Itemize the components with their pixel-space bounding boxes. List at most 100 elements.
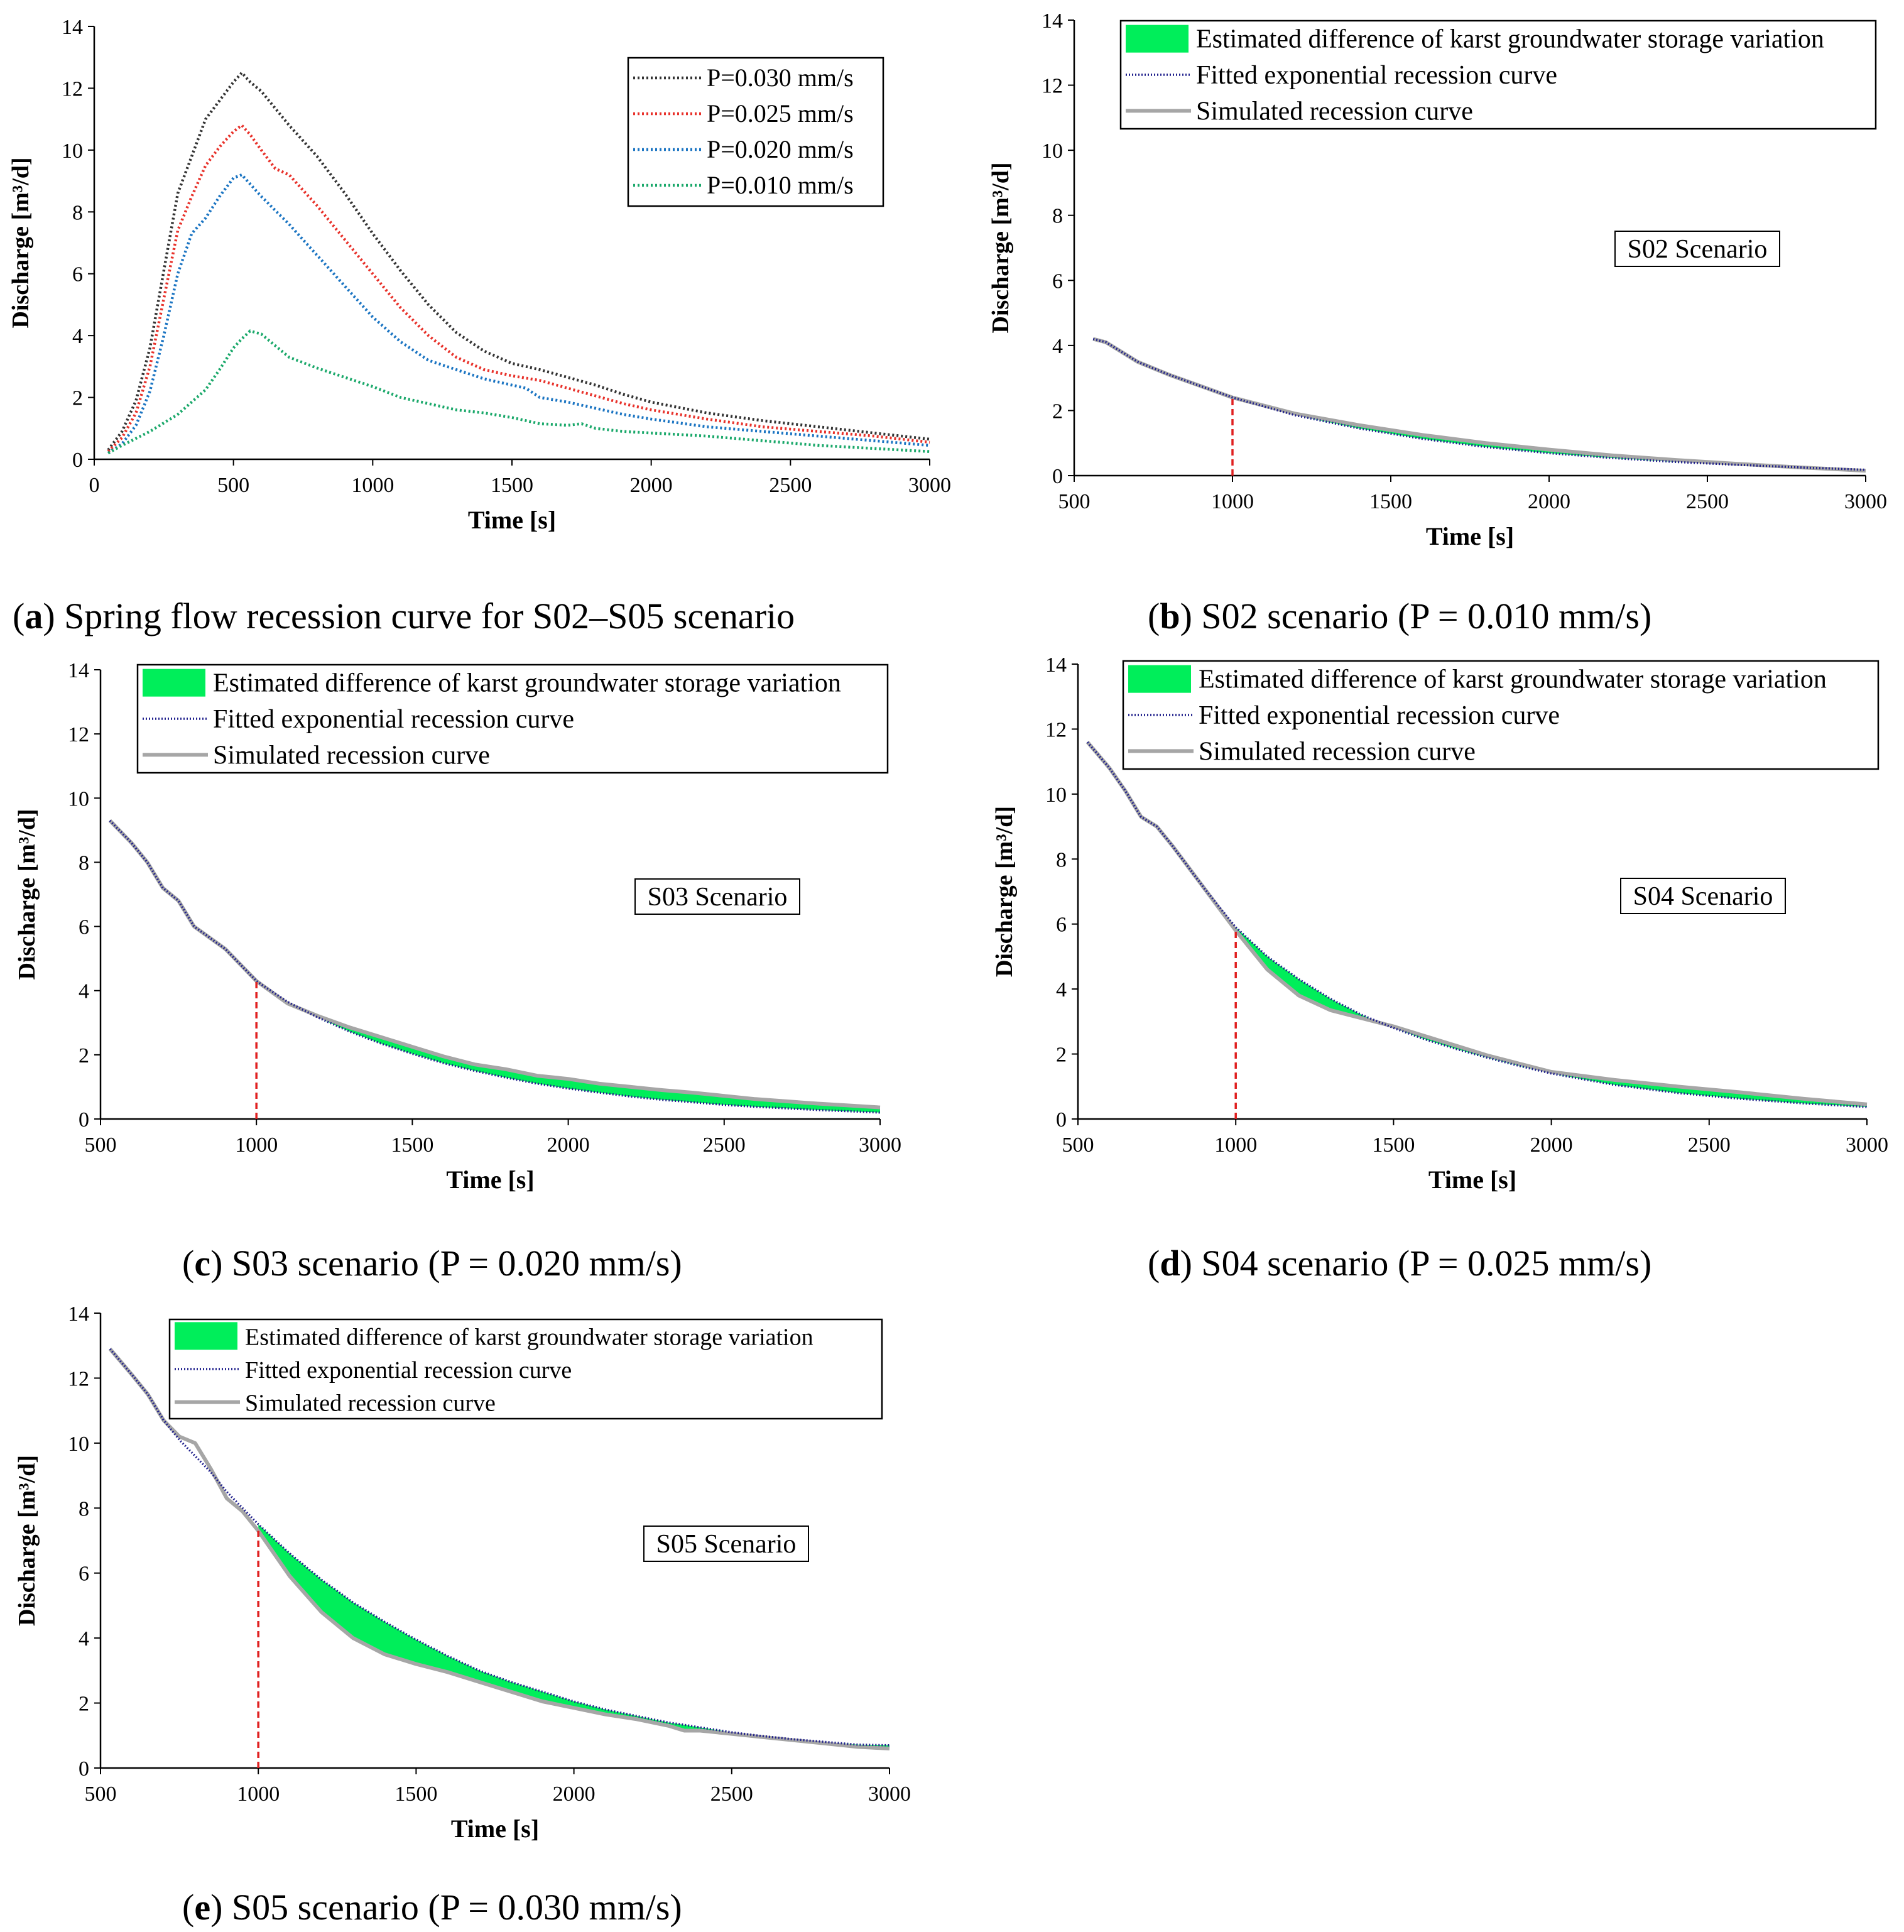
y-tick-label: 0 <box>1056 1108 1067 1132</box>
legend: Estimated difference of karst groundwate… <box>168 1318 883 1420</box>
legend: P=0.030 mm/s P=0.025 mm/s P=0.020 mm/s P=0.… <box>627 57 884 207</box>
y-tick-label: 2 <box>72 387 83 410</box>
y-tick-label: 8 <box>1056 848 1067 871</box>
x-tick-label: 3000 <box>868 1782 911 1806</box>
x-axis-label: Time [s] <box>1426 522 1514 550</box>
legend-label: P=0.025 mm/s <box>707 99 854 128</box>
legend-swatch-area <box>1126 25 1189 53</box>
y-axis-label: Discharge [m³/d] <box>14 809 40 980</box>
chart-panel-c: 500 1000 1500 2000 2500 3000 0 2 4 6 8 10 12 14 Time [… <box>14 659 901 1284</box>
x-tick-label: 1500 <box>1369 490 1412 513</box>
y-tick-label: 4 <box>72 325 83 348</box>
x-tick-label: 500 <box>1058 490 1091 513</box>
legend-label: P=0.010 mm/s <box>707 171 854 199</box>
legend-label: P=0.030 mm/s <box>707 63 854 92</box>
y-axis-label: Discharge [m³/d] <box>8 157 34 328</box>
y-tick-label: 14 <box>62 16 83 39</box>
y-tick-label: 12 <box>62 77 83 101</box>
y-tick-label: 10 <box>68 1433 89 1456</box>
legend-label: Fitted exponential recession curve <box>213 705 574 734</box>
panel-letter: d <box>1160 1243 1180 1284</box>
y-tick-label: 14 <box>68 1302 89 1326</box>
y-axis-label: Discharge [m³/d] <box>987 162 1014 333</box>
y-tick-label: 4 <box>79 1627 89 1651</box>
y-tick-label: 0 <box>79 1108 89 1132</box>
legend: Estimated difference of karst groundwate… <box>1119 19 1877 130</box>
y-tick-label: 8 <box>79 1497 89 1520</box>
y-tick-label: 12 <box>68 1367 89 1390</box>
x-tick-label: 1000 <box>235 1133 278 1157</box>
series-line-p010 <box>107 329 930 455</box>
y-tick-label: 6 <box>1052 270 1063 293</box>
x-tick-label: 500 <box>85 1782 117 1806</box>
panel-caption: (b) S02 scenario (P = 0.010 mm/s) <box>1148 596 1651 636</box>
legend-label: Simulated recession curve <box>1196 97 1473 126</box>
y-tick-label: 2 <box>79 1044 89 1067</box>
chart-panel-a: 0 500 1000 1500 2000 2500 3000 0 2 4 6 8 10 12 14 Time … <box>8 16 951 636</box>
simulated-curve <box>1085 741 1868 1106</box>
legend-label: Fitted exponential recession curve <box>1199 701 1560 730</box>
y-tick-label: 6 <box>79 916 89 939</box>
x-tick-label: 2500 <box>710 1782 753 1806</box>
panel-letter: e <box>194 1887 210 1928</box>
y-tick-label: 4 <box>1052 335 1063 358</box>
storage-difference-area <box>258 1524 889 1749</box>
x-tick-label: 1500 <box>394 1782 437 1806</box>
y-tick-label: 10 <box>1042 139 1063 163</box>
x-axis-label: Time [s] <box>1428 1165 1516 1194</box>
x-tick-label: 1000 <box>1214 1133 1257 1157</box>
y-tick-label: 0 <box>72 449 83 472</box>
y-axis-label: Discharge [m³/d] <box>991 806 1018 977</box>
panel-caption-text: S04 scenario (P = 0.025 mm/s) <box>1192 1243 1651 1284</box>
x-tick-label: 1500 <box>491 474 533 497</box>
x-tick-label: 1000 <box>1211 490 1254 513</box>
panel-caption: (c) S03 scenario (P = 0.020 mm/s) <box>182 1243 682 1284</box>
storage-difference-area <box>1232 397 1866 471</box>
scenario-label: S05 Scenario <box>656 1530 797 1559</box>
chart-panel-d: 500 1000 1500 2000 2500 3000 0 2 4 6 8 10 12 14 Time [… <box>991 653 1888 1284</box>
panel-caption: (e) S05 scenario (P = 0.030 mm/s) <box>182 1887 682 1928</box>
simulated-curve <box>1092 337 1866 473</box>
legend-box <box>1119 19 1877 130</box>
y-tick-label: 8 <box>1052 205 1063 228</box>
x-tick-label: 3000 <box>1846 1133 1888 1157</box>
legend-label: Estimated difference of karst groundwate… <box>1199 665 1827 694</box>
x-axis-label: Time [s] <box>451 1815 539 1843</box>
y-tick-label: 12 <box>1045 718 1067 741</box>
x-axis-label: Time [s] <box>446 1165 534 1194</box>
x-tick-label: 1500 <box>391 1133 433 1157</box>
chart-panel-b: 500 1000 1500 2000 2500 3000 0 2 4 6 8 10 12 14 Time [… <box>987 9 1887 636</box>
legend-swatch-area <box>143 669 205 697</box>
legend-label: Fitted exponential recession curve <box>245 1357 572 1384</box>
storage-difference-area <box>1236 927 1867 1107</box>
y-tick-label: 6 <box>79 1563 89 1586</box>
x-tick-label: 2500 <box>1688 1133 1731 1157</box>
y-tick-label: 14 <box>68 659 89 682</box>
y-tick-label: 12 <box>1042 75 1063 98</box>
x-tick-label: 2500 <box>1686 490 1729 513</box>
fitted-curve <box>1092 337 1866 471</box>
legend-box <box>1122 660 1880 770</box>
x-tick-label: 2500 <box>769 474 812 497</box>
panel-caption-text: S03 scenario (P = 0.020 mm/s) <box>222 1243 682 1284</box>
scenario-label: S04 Scenario <box>1633 882 1773 911</box>
x-tick-label: 3000 <box>1844 490 1887 513</box>
x-tick-label: 3000 <box>859 1133 901 1157</box>
y-tick-label: 2 <box>1056 1044 1067 1067</box>
y-tick-label: 8 <box>79 851 89 875</box>
panel-letter: b <box>1160 596 1180 636</box>
legend-box <box>168 1318 883 1420</box>
y-tick-label: 4 <box>1056 978 1067 1001</box>
fitted-curve <box>109 1348 890 1747</box>
chart-panel-e: 500 1000 1500 2000 2500 3000 0 2 4 6 8 10 12 14 Time [… <box>14 1302 911 1928</box>
scenario-label: S03 Scenario <box>648 883 788 912</box>
series-line-p020 <box>107 173 930 455</box>
x-tick-label: 2000 <box>547 1133 590 1157</box>
legend-label: Estimated difference of karst groundwate… <box>1196 25 1824 54</box>
x-tick-label: 2000 <box>1530 1133 1573 1157</box>
scenario-label-box <box>634 878 800 915</box>
panel-caption-text: Spring flow recession curve for S02–S05 … <box>55 596 795 636</box>
legend-swatch-area <box>1128 665 1191 693</box>
y-tick-label: 10 <box>62 139 83 163</box>
legend-box <box>627 57 884 207</box>
